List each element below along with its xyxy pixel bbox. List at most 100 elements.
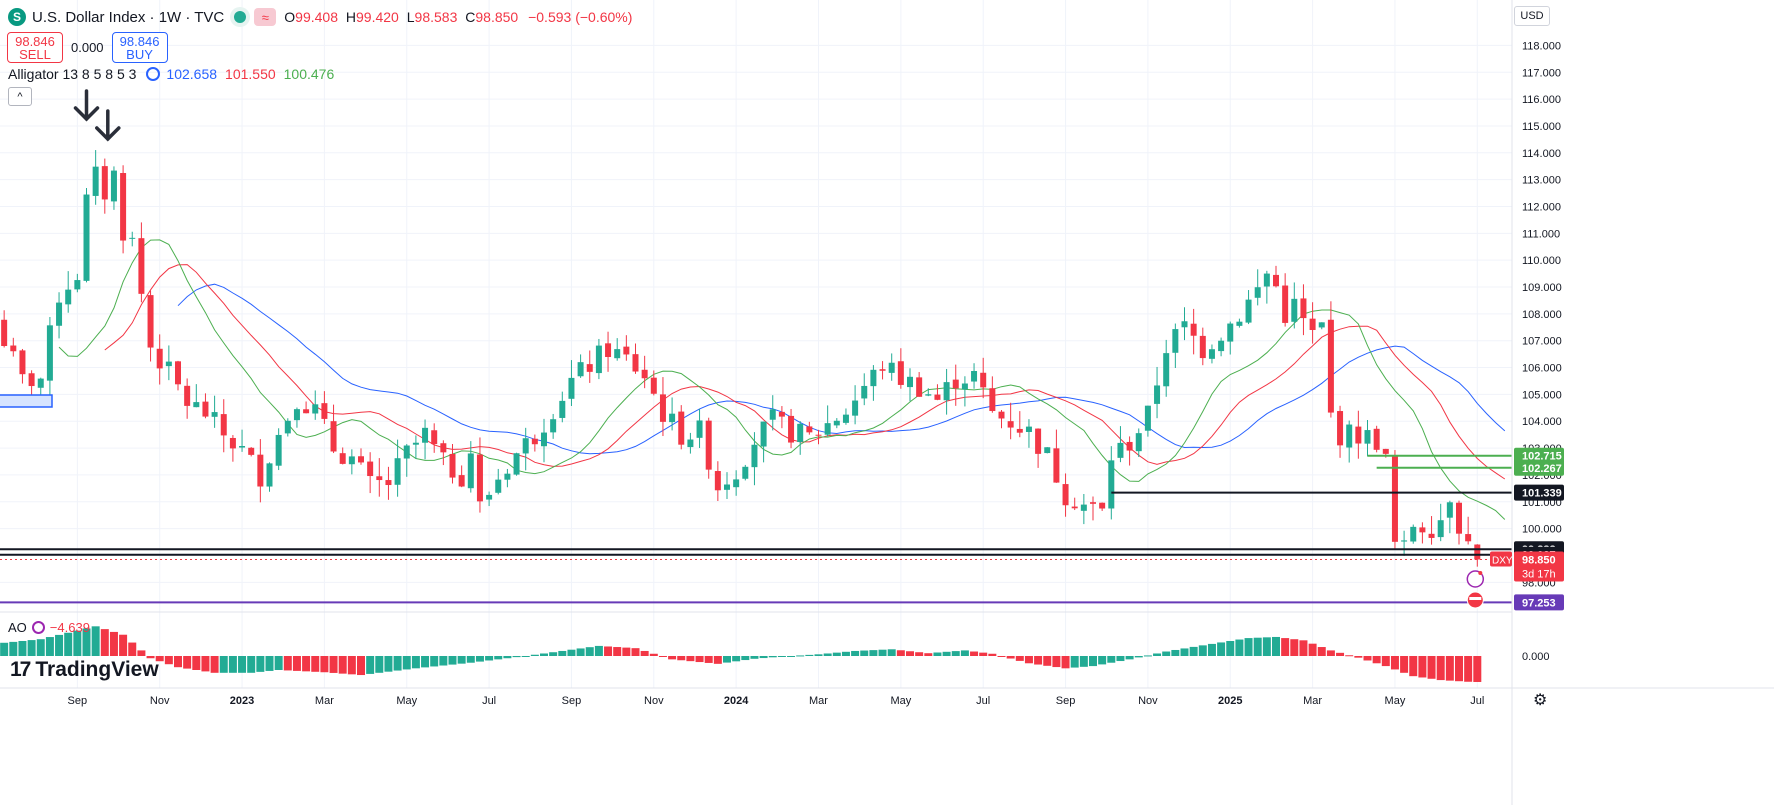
ao-bar [475, 656, 484, 662]
candle-body [1346, 424, 1353, 448]
ao-bar [604, 646, 613, 656]
candle-body [1154, 385, 1161, 404]
price-level-label-bg [1514, 484, 1564, 501]
candle-body [1126, 441, 1133, 451]
ao-bar [732, 656, 741, 662]
price-level-label-bg [1514, 459, 1564, 476]
ao-bar [1354, 656, 1363, 658]
ao-bar [823, 653, 832, 656]
price-axis-tick: 114.000 [1522, 148, 1561, 160]
ao-bar [594, 645, 603, 656]
candle-body [129, 237, 136, 239]
candle-body [358, 456, 364, 463]
change-value: −0.593 (−0.60%) [528, 9, 633, 25]
candle-body [1456, 502, 1462, 534]
candle-body [614, 349, 621, 359]
settings-gear-icon[interactable]: ⚙ [1533, 692, 1548, 709]
candle-body [476, 454, 483, 502]
candle-body [1382, 448, 1389, 454]
candle-body [110, 170, 117, 202]
symbol-title[interactable]: U.S. Dollar Index · 1W · TVC [32, 8, 225, 26]
time-axis-tick: Jul [1470, 695, 1484, 707]
candle-body [769, 409, 776, 420]
candle-body [888, 362, 895, 373]
selection-box [0, 394, 53, 408]
time-axis-tick: Nov [150, 695, 170, 707]
ao-bar [1125, 656, 1134, 660]
time-axis-tick: Mar [809, 695, 828, 707]
ao-bar [915, 652, 924, 656]
candle-body [275, 434, 282, 466]
time-axis-tick: 2023 [230, 695, 254, 707]
ao-bar [677, 656, 686, 661]
tradingview-logo[interactable]: 17 TradingView [10, 658, 159, 682]
candle-body [1391, 455, 1398, 542]
candle-body [394, 458, 401, 485]
ao-bar [723, 656, 731, 663]
ao-bar [869, 650, 878, 656]
candle-body [1090, 502, 1096, 504]
candle-body [56, 302, 63, 326]
ao-bar [695, 656, 704, 663]
candle-body [1419, 527, 1426, 533]
ao-bar [1427, 656, 1436, 679]
alligator-legend[interactable]: Alligator 13 8 5 8 5 3 102.658 101.550 1… [8, 66, 334, 82]
ao-bar [704, 656, 713, 663]
candle-body [907, 376, 913, 388]
candle-body [1309, 318, 1316, 331]
ao-histogram [0, 626, 1482, 682]
candle-body [19, 350, 26, 375]
ao-bar [109, 631, 118, 656]
data-problem-icon[interactable]: ≈ [254, 8, 277, 26]
candle-body [1254, 287, 1261, 298]
ao-bar [1390, 656, 1399, 670]
ao-bar [146, 656, 155, 659]
candle-body [1071, 506, 1078, 509]
candle-body [1062, 484, 1069, 506]
ao-bar [274, 656, 283, 670]
candle-body [1181, 321, 1188, 328]
candle-body [980, 372, 987, 388]
collapse-legend-button[interactable]: ^ [8, 87, 32, 106]
currency-selector[interactable]: USD [1514, 6, 1550, 26]
ao-cycle-icon [31, 621, 45, 634]
earnings-event-icon [1466, 570, 1485, 588]
ao-bar [942, 651, 951, 656]
candle-body [348, 456, 355, 465]
ao-bar [338, 656, 347, 674]
candle-body [101, 166, 108, 200]
time-axis-tick: Jul [976, 695, 990, 707]
sell-button[interactable]: 98.846 SELL [7, 32, 63, 63]
ao-bar [851, 650, 860, 656]
chart-header: S U.S. Dollar Index · 1W · TVC ≈ O99.408… [8, 6, 632, 28]
ao-bar [1162, 651, 1171, 656]
ao-bar [238, 656, 247, 673]
candle-body [559, 400, 566, 418]
ao-bar [860, 650, 869, 656]
arrow-path [73, 89, 100, 122]
price-axis-tick: 108.000 [1522, 309, 1562, 321]
candles [1, 150, 1481, 567]
buy-button[interactable]: 98.846 BUY [111, 32, 168, 63]
candle-body [385, 480, 392, 486]
ao-bar [55, 634, 64, 656]
ao-bar [256, 656, 265, 672]
candle-body [1007, 421, 1014, 428]
price-axis-tick: 109.000 [1522, 282, 1562, 294]
ao-bar [1400, 656, 1409, 673]
candle-body [10, 345, 17, 352]
candle-body [367, 461, 374, 477]
ao-legend[interactable]: AO −4.639 [8, 620, 90, 635]
candle-body [989, 388, 996, 412]
ao-bar [1262, 637, 1271, 656]
ao-bar [1244, 638, 1253, 656]
candle-body [1355, 426, 1362, 444]
candle-body [1218, 340, 1225, 352]
sell-label: SELL [19, 46, 51, 62]
ao-bar [1153, 653, 1162, 656]
candle-body [83, 194, 90, 281]
candle-body [504, 473, 511, 480]
buy-price: 98.846 [119, 33, 160, 49]
ao-bar [311, 656, 320, 672]
